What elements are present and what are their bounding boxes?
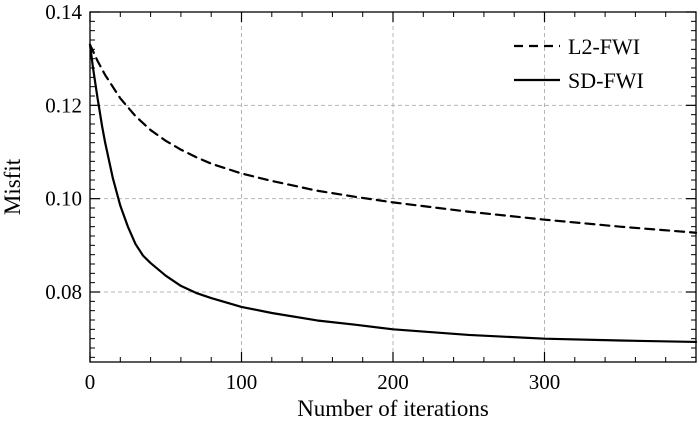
x-tick-label: 200 (377, 370, 409, 394)
y-tick-label: 0.10 (45, 187, 82, 211)
tick-labels: 0 100 200 300 0.08 0.10 0.12 0.14 (45, 0, 560, 394)
series-lines (88, 43, 698, 344)
x-axis-label: Number of iterations (297, 396, 489, 421)
x-tick-label: 300 (529, 370, 561, 394)
x-tick-label: 0 (85, 370, 96, 394)
y-axis-label: Misfit (0, 158, 25, 215)
y-tick-label: 0.14 (45, 0, 82, 24)
legend-label-sd-fwi: SD-FWI (568, 68, 644, 93)
series-line-l2-fwi (88, 43, 698, 234)
x-tick-label: 100 (226, 370, 258, 394)
legend: L2-FWI SD-FWI (514, 34, 644, 93)
y-tick-label: 0.08 (45, 280, 82, 304)
y-tick-label: 0.12 (45, 93, 82, 117)
grid-lines (90, 12, 696, 362)
axis-ticks (89, 11, 696, 362)
series-line-sd-fwi (88, 43, 698, 344)
legend-label-l2-fwi: L2-FWI (568, 34, 640, 59)
